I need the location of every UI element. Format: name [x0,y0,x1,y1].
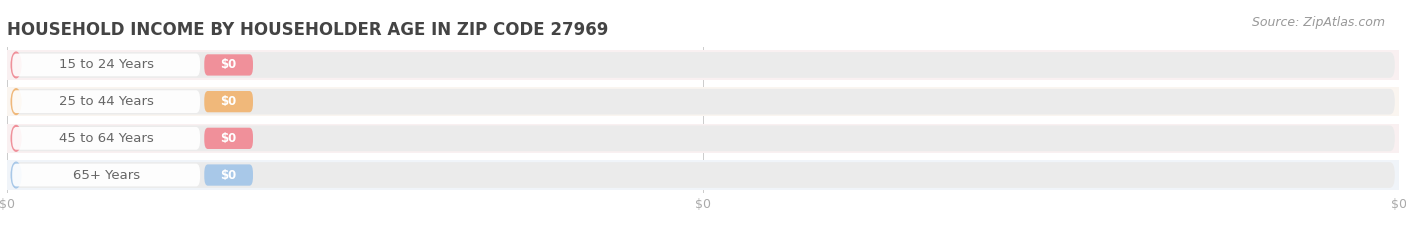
FancyBboxPatch shape [13,90,200,113]
Text: HOUSEHOLD INCOME BY HOUSEHOLDER AGE IN ZIP CODE 27969: HOUSEHOLD INCOME BY HOUSEHOLDER AGE IN Z… [7,21,609,39]
FancyBboxPatch shape [204,91,253,112]
FancyBboxPatch shape [204,128,253,149]
FancyBboxPatch shape [204,164,253,186]
FancyBboxPatch shape [0,160,1406,190]
FancyBboxPatch shape [11,162,1395,188]
Circle shape [11,52,21,78]
Text: 15 to 24 Years: 15 to 24 Years [59,58,153,72]
FancyBboxPatch shape [0,87,1406,116]
Circle shape [11,89,21,114]
Text: $0: $0 [221,95,236,108]
FancyBboxPatch shape [11,126,1395,151]
Circle shape [11,162,21,188]
Text: $0: $0 [221,132,236,145]
FancyBboxPatch shape [13,54,200,76]
Circle shape [11,126,21,151]
FancyBboxPatch shape [11,89,1395,114]
Text: 25 to 44 Years: 25 to 44 Years [59,95,153,108]
Text: $0: $0 [221,168,236,182]
FancyBboxPatch shape [0,124,1406,153]
FancyBboxPatch shape [11,52,1395,78]
FancyBboxPatch shape [13,164,200,186]
Text: 65+ Years: 65+ Years [73,168,139,182]
Text: $0: $0 [221,58,236,72]
Text: 45 to 64 Years: 45 to 64 Years [59,132,153,145]
Text: Source: ZipAtlas.com: Source: ZipAtlas.com [1251,16,1385,29]
FancyBboxPatch shape [204,54,253,75]
FancyBboxPatch shape [0,50,1406,80]
FancyBboxPatch shape [13,127,200,150]
